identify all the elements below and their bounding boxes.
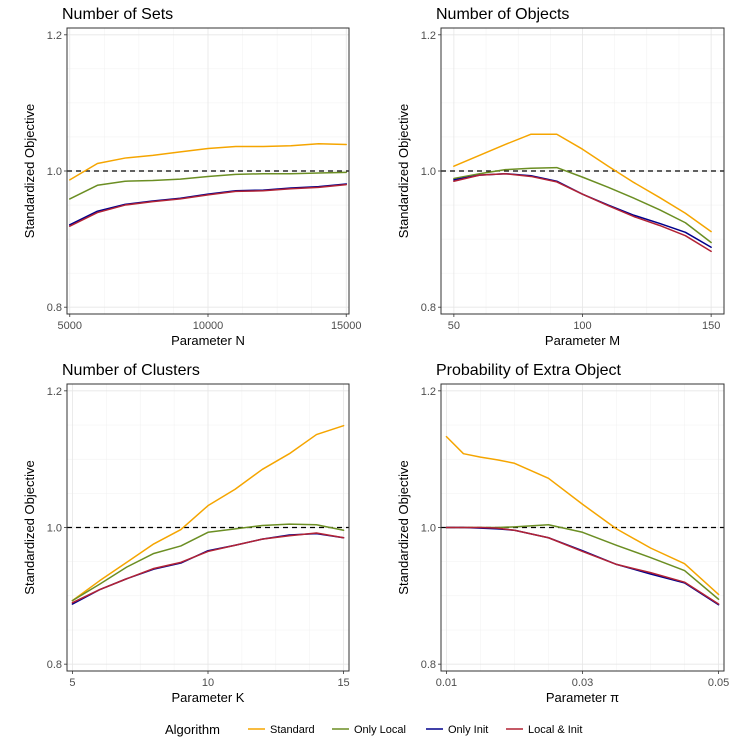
legend: Algorithm Standard Only Local Only Init Loca…: [165, 722, 582, 737]
series-line-local-init: [71, 532, 345, 604]
series-line-standard: [453, 133, 712, 233]
panel-title: Number of Clusters: [62, 362, 200, 379]
y-tick-label: 0.8: [47, 302, 62, 314]
x-tick-label: 100: [573, 320, 591, 332]
y-axis-label: Standardized Objective: [396, 104, 411, 238]
panel-title: Number of Objects: [436, 6, 569, 23]
series-line-local-init: [453, 172, 712, 253]
x-tick-label: 15: [337, 677, 349, 689]
y-tick-label: 1.0: [421, 523, 436, 535]
y-axis-label: Standardized Objective: [22, 104, 37, 238]
x-tick-label: 10: [202, 677, 214, 689]
legend-label-local-init: Local & Init: [528, 724, 582, 736]
series-line-only-local: [69, 171, 347, 200]
y-tick-label: 1.2: [421, 386, 436, 398]
y-axis-label: Standardized Objective: [22, 460, 37, 594]
y-tick-label: 1.2: [47, 386, 62, 398]
x-tick-label: 0.01: [436, 677, 457, 689]
series-line-local-init: [69, 183, 347, 227]
y-tick-label: 0.8: [421, 302, 436, 314]
x-axis-label: Parameter π: [546, 690, 619, 705]
series-line-standard: [69, 143, 347, 181]
y-tick-label: 1.2: [47, 30, 62, 42]
series-line-only-local: [453, 166, 712, 244]
legend-label-only-local: Only Local: [354, 724, 406, 736]
x-tick-label: 50: [448, 320, 460, 332]
x-axis-label: Parameter K: [172, 690, 245, 705]
y-tick-label: 0.8: [421, 659, 436, 671]
x-tick-label: 0.03: [572, 677, 593, 689]
y-tick-label: 1.0: [47, 523, 62, 535]
x-tick-label: 10000: [193, 320, 224, 332]
x-tick-label: 5000: [58, 320, 82, 332]
series-line-standard: [71, 424, 345, 602]
x-tick-label: 15000: [331, 320, 362, 332]
series-line-only-local: [71, 523, 345, 602]
x-tick-label: 150: [702, 320, 720, 332]
y-axis-label: Standardized Objective: [396, 460, 411, 594]
y-tick-label: 1.2: [421, 30, 436, 42]
legend-title: Algorithm: [165, 722, 220, 737]
legend-label-standard: Standard: [270, 724, 315, 736]
series-line-standard: [445, 435, 720, 596]
legend-label-only-init: Only Init: [448, 724, 488, 736]
y-tick-label: 1.0: [47, 166, 62, 178]
x-tick-label: 5: [69, 677, 75, 689]
x-axis-label: Parameter N: [171, 333, 245, 348]
x-axis-label: Parameter M: [545, 333, 620, 348]
panel-title: Number of Sets: [62, 6, 173, 23]
y-tick-label: 1.0: [421, 166, 436, 178]
x-tick-label: 0.05: [708, 677, 729, 689]
y-tick-label: 0.8: [47, 659, 62, 671]
panel-title: Probability of Extra Object: [436, 362, 622, 379]
series-line-local-init: [445, 526, 720, 605]
